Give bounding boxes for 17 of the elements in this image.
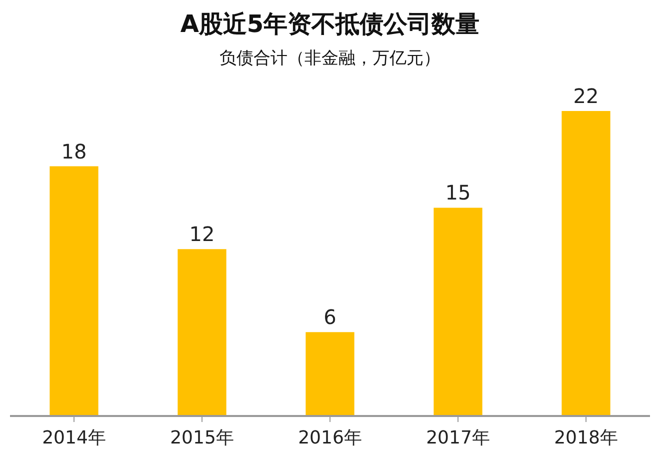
x-tick-label: 2017年 [426,428,490,449]
data-label: 6 [324,305,336,330]
chart-subtitle: 负债合计（非金融，万亿元） [220,48,440,68]
data-label: 12 [189,222,215,246]
bar [434,208,482,415]
bar [178,249,226,415]
data-label: 22 [573,84,599,108]
x-tick-label: 2016年 [298,428,362,449]
x-tick-label: 2014年 [42,428,106,449]
bar [50,166,98,415]
chart-title: A股近5年资不抵债公司数量 [180,10,480,38]
data-label: 15 [445,180,471,205]
x-tick-label: 2015年 [170,428,234,449]
bar [306,332,354,415]
bar [562,111,610,415]
x-tick-label: 2018年 [554,428,618,449]
data-label: 18 [61,139,87,164]
